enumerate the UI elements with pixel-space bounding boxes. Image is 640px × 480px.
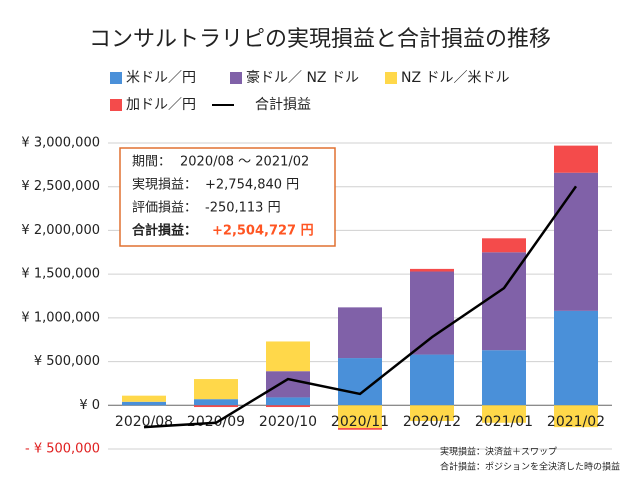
x-tick-label: 2021/02: [547, 414, 605, 430]
annotation-box: [119, 147, 336, 247]
legend-label: 豪ドル／ NZ ドル: [246, 70, 359, 86]
x-tick-label: 2020/11: [331, 414, 389, 430]
annotation-value: 2020/08 ～ 2021/02: [180, 155, 309, 170]
chart-title: コンサルトラリピの実現損益と合計損益の推移: [89, 27, 551, 52]
bar: [410, 354, 454, 406]
x-tick-label: 2021/01: [475, 414, 533, 430]
annotation-label: 合計損益：: [132, 223, 197, 239]
y-tick-label: ¥ 1,500,000: [21, 267, 100, 282]
bar: [122, 395, 166, 402]
legend-swatch: [110, 72, 122, 84]
x-tick-label: 2020/12: [403, 414, 461, 430]
annotation-label: 期間：: [132, 155, 171, 170]
legend-label: 米ドル／円: [126, 70, 196, 86]
bar: [410, 405, 454, 422]
bar: [266, 341, 310, 372]
y-tick-label: ¥ 1,000,000: [21, 310, 100, 325]
bar: [410, 271, 454, 355]
bar: [194, 379, 238, 400]
legend-swatch: [230, 72, 242, 84]
bar: [194, 405, 238, 408]
y-tick-label: ¥ 2,500,000: [21, 179, 100, 194]
bar: [338, 307, 382, 359]
total-line: [143, 185, 578, 429]
bar: [554, 145, 598, 173]
bar: [554, 310, 598, 406]
annotation-label: 実現損益：: [132, 177, 197, 193]
bar: [482, 238, 526, 253]
legend-label: 合計損益: [255, 97, 311, 113]
bar: [338, 428, 382, 430]
bar: [122, 401, 166, 406]
bar: [554, 172, 598, 311]
annotation-label: 評価損益：: [132, 201, 197, 216]
bar: [482, 405, 526, 423]
legend-swatch: [110, 99, 122, 111]
y-tick-label: - ¥ 500,000: [25, 442, 100, 457]
legend-label: NZ ドル／米ドル: [401, 70, 510, 86]
bar: [266, 397, 310, 406]
legend-label: 加ドル／円: [126, 97, 196, 113]
x-tick-label: 2020/08: [115, 414, 173, 430]
annotation-value: +2,754,840 円: [205, 178, 299, 193]
y-tick-label: ¥ 3,000,000: [21, 136, 100, 151]
y-tick-label: ¥ 0: [79, 398, 100, 413]
x-tick-label: 2020/10: [259, 414, 317, 430]
note: 合計損益：ポジションを全決済した時の損益: [440, 461, 620, 473]
bar: [266, 371, 310, 398]
annotation-value: +2,504,727 円: [212, 224, 314, 239]
bar: [410, 268, 454, 272]
bar: [266, 405, 310, 408]
y-tick-label: ¥ 500,000: [34, 354, 100, 369]
bar: [194, 399, 238, 406]
bar: [482, 350, 526, 406]
bar: [554, 405, 598, 428]
legend-swatch: [385, 72, 397, 84]
annotation-value: -250,113 円: [205, 201, 281, 216]
y-tick-label: ¥ 2,000,000: [21, 223, 100, 238]
note: 実現損益：決済益＋スワップ: [440, 446, 557, 458]
bar: [338, 405, 382, 429]
